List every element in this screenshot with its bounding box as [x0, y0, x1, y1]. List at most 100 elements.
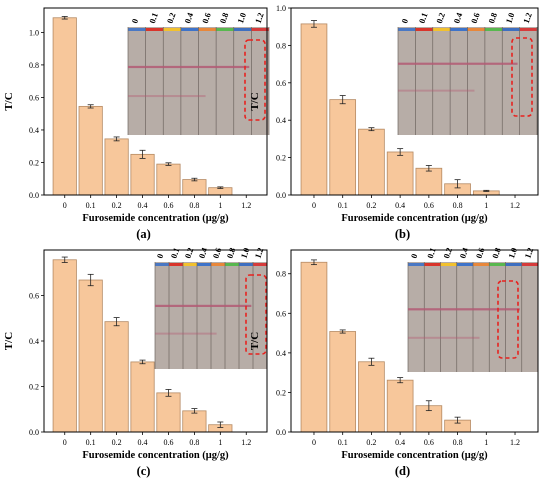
strip-cap	[398, 28, 416, 31]
plot-frame	[290, 7, 539, 196]
strip-label: 0.2	[434, 11, 447, 24]
strip-label: 1.0	[503, 11, 516, 24]
strip-cap	[211, 263, 225, 266]
x-tick-label: 1	[484, 201, 488, 210]
strip-cap	[180, 28, 199, 31]
control-line	[155, 304, 252, 307]
x-tick-label: 0.6	[424, 438, 434, 447]
bar	[386, 379, 414, 433]
bar	[104, 138, 129, 196]
strip-cap	[505, 263, 522, 266]
strip-cap	[489, 263, 506, 266]
x-tick-label: 0.8	[189, 201, 199, 210]
strip-cap	[408, 263, 425, 266]
bar	[156, 392, 181, 433]
y-axis-label: T/C	[249, 332, 261, 350]
strip-label: 0.4	[182, 11, 195, 25]
chart-panel-c: 0 0.1 0.2 0.4 0.6 0.8 1.0 1.20.00.20.40.60 0.1 0.…	[3, 246, 268, 478]
panel-label: (a)	[136, 227, 151, 241]
bar	[415, 167, 443, 196]
test-strip-inset: 0 0.1 0.2 0.4 0.6 0.8 1.0 1.2	[397, 11, 538, 135]
x-tick-label: 0.8	[453, 201, 463, 210]
bar	[130, 361, 155, 433]
y-tick-label: 0.6	[29, 93, 39, 102]
plot-frame	[290, 249, 539, 433]
test-line	[408, 336, 480, 339]
x-tick-label: 0.2	[366, 438, 376, 447]
bar	[182, 179, 207, 196]
control-line	[398, 62, 518, 65]
strip-label: 1.2	[253, 11, 266, 24]
strip-cap	[251, 28, 269, 31]
bar	[300, 261, 328, 433]
strip-label: 0.6	[469, 11, 482, 24]
strip-cap	[253, 263, 267, 266]
x-axis-label: Furosemide concentration (μg/g)	[82, 213, 229, 224]
y-tick-label: 0.8	[276, 41, 286, 50]
strip-cap	[225, 263, 239, 266]
strip-label: 0.1	[425, 246, 438, 259]
x-tick-label: 0.1	[86, 201, 96, 210]
bar	[156, 163, 181, 196]
strip-cap	[502, 28, 520, 31]
y-tick-label: 0.6	[276, 79, 286, 88]
x-tick-label: 1	[218, 201, 222, 210]
bar	[329, 331, 357, 433]
x-tick-label: 0.8	[189, 438, 199, 447]
test-strip-inset: 0 0.1 0.2 0.4 0.6 0.8 1.0 1.2	[127, 11, 270, 135]
x-tick-label: 1.2	[241, 438, 251, 447]
x-tick-label: 0.4	[395, 438, 405, 447]
x-tick-label: 0.4	[138, 201, 148, 210]
plot-frame	[43, 7, 268, 196]
strip-label: 0.6	[200, 11, 213, 24]
strip-label: 0.1	[147, 11, 160, 24]
x-tick-label: 1	[484, 438, 488, 447]
x-tick-label: 0.6	[163, 201, 173, 210]
highlight-box	[497, 280, 519, 359]
x-tick-label: 0	[312, 438, 316, 447]
strip-cap	[519, 28, 537, 31]
x-tick-label: 0.6	[424, 201, 434, 210]
x-tick-label: 0.1	[338, 201, 348, 210]
strip-label: 0.8	[224, 246, 237, 259]
x-tick-label: 1.2	[510, 438, 520, 447]
strip-cap	[415, 28, 433, 31]
strip-cap	[145, 28, 164, 31]
bar	[78, 279, 103, 433]
x-axis-label: Furosemide concentration (μg/g)	[82, 450, 229, 461]
strip-cap	[128, 28, 146, 31]
control-line	[408, 308, 520, 311]
strip-label: 0	[399, 17, 410, 24]
bar	[104, 321, 129, 433]
x-tick-label: 0	[63, 438, 67, 447]
x-axis-label: Furosemide concentration (μg/g)	[341, 213, 488, 224]
strip-cap	[424, 263, 441, 266]
bar	[130, 153, 155, 196]
strip-label: 1.0	[238, 246, 251, 259]
y-tick-label: 0.2	[29, 158, 39, 167]
strip-label: 0.8	[490, 246, 503, 259]
y-tick-label: 0.4	[276, 349, 286, 358]
strip-label: 0.4	[196, 246, 209, 260]
x-tick-label: 1.2	[241, 201, 251, 210]
strip-cap	[473, 263, 490, 266]
strip-cap	[467, 28, 485, 31]
strip-cap	[233, 28, 252, 31]
strip-cap	[521, 263, 538, 266]
chart-panel-b: 0 0.1 0.2 0.4 0.6 0.8 1.0 1.2 0.0 0.2 0.4 0.6 0.8 1.0…	[249, 4, 539, 241]
y-tick-label: 0.2	[29, 383, 39, 392]
y-tick-label: 0.8	[29, 61, 39, 70]
strip-label: 1.2	[521, 11, 534, 24]
strip-label: 0.4	[451, 11, 464, 25]
y-tick-label: 0.0	[276, 428, 286, 437]
y-axis-label: T/C	[249, 92, 261, 110]
strip-label: 0.4	[457, 246, 470, 260]
control-line	[128, 65, 250, 69]
x-tick-label: 0.2	[112, 201, 122, 210]
y-tick-label: 0.0	[29, 428, 39, 437]
bar	[78, 105, 103, 196]
y-axis-label: T/C	[3, 92, 15, 110]
y-tick-label: 0.4	[29, 126, 39, 135]
y-tick-label: 0.0	[29, 191, 39, 200]
